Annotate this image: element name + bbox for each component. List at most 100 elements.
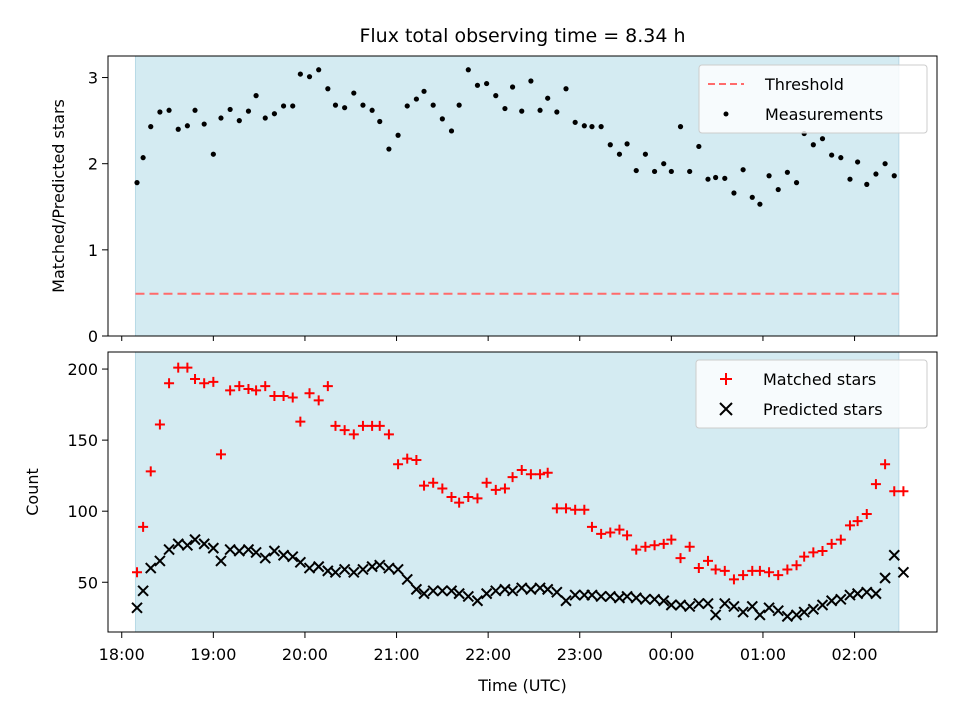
matched-star-point [499, 483, 510, 494]
measurement-point [474, 82, 481, 88]
measurement-point [134, 180, 140, 186]
matched-star-point [649, 540, 660, 551]
predicted-star-point [560, 595, 572, 607]
legend-matched-label: Matched stars [763, 370, 876, 389]
matched-star-point [454, 497, 465, 508]
matched-star-point [481, 477, 492, 488]
ratio-legend: Threshold Measurements [698, 64, 928, 134]
ratio-y-axis-label: Matched/Predicted stars [49, 99, 68, 293]
predicted-star-point [392, 563, 404, 576]
measurement-point [668, 168, 674, 175]
measurement-point [448, 128, 455, 134]
measurement-point [705, 176, 711, 182]
legend-predicted-swatch [719, 402, 733, 416]
measurement-point [793, 180, 800, 186]
x-tick-label: 23:00 [557, 645, 603, 664]
predicted-star-point [145, 562, 157, 574]
measurement-point [456, 102, 462, 108]
measurement-point [528, 78, 534, 84]
predicted-star-point [541, 583, 554, 596]
matched-star-point [551, 503, 562, 514]
measurement-point [369, 107, 375, 113]
measurement-point [157, 109, 163, 115]
matched-star-point [596, 528, 607, 539]
predicted-star-point [888, 549, 900, 561]
predicted-star-point [427, 585, 439, 597]
matched-star-point [880, 459, 891, 470]
measurement-point [227, 106, 233, 113]
predicted-star-point [621, 590, 633, 603]
matched-star-point [570, 504, 581, 515]
predicted-star-point [224, 543, 236, 556]
matched-star-point [852, 516, 863, 527]
matched-star-point [898, 486, 909, 497]
predicted-star-point [658, 595, 670, 607]
predicted-star-point [683, 600, 696, 613]
matched-star-point [764, 567, 775, 578]
matched-star-point [330, 420, 341, 431]
matched-star-point [507, 472, 518, 483]
matched-star-point [437, 483, 448, 494]
matched-star-point [614, 524, 625, 535]
measurement-point [386, 146, 392, 152]
matched-star-point [542, 467, 553, 478]
measurement-point [696, 143, 702, 150]
matched-star-point [190, 374, 201, 385]
measurement-point [642, 151, 648, 157]
measurement-point [687, 168, 693, 175]
predicted-star-point [719, 597, 731, 610]
ratio-y-tick-label: 1 [88, 241, 98, 260]
predicted-star-point [879, 572, 891, 584]
matched-star-point [287, 392, 298, 403]
predicted-star-point [207, 542, 220, 554]
predicted-star-point [648, 593, 661, 606]
measurement-point [184, 123, 190, 129]
measurement-point [607, 142, 613, 148]
matched-star-point [154, 419, 165, 430]
matched-star-point [861, 509, 872, 520]
predicted-star-point [595, 590, 607, 603]
predicted-star-point [490, 585, 502, 597]
matched-star-point [702, 555, 713, 566]
measurement-point [882, 161, 888, 167]
count-y-tick-label: 150 [67, 431, 98, 450]
measurement-point [218, 115, 224, 121]
predicted-star-point [277, 549, 290, 561]
predicted-star-point [163, 543, 175, 556]
matched-star-point [208, 376, 219, 387]
matched-star-point [516, 464, 527, 475]
matched-star-point [782, 564, 793, 575]
matched-star-point [234, 381, 245, 392]
predicted-star-point [137, 585, 149, 597]
measurement-point [554, 109, 560, 115]
measurement-point [633, 167, 639, 174]
predicted-star-point [374, 559, 386, 571]
matched-star-point [348, 429, 359, 440]
measurement-point [439, 116, 445, 122]
measurement-point [377, 118, 383, 125]
predicted-star-point [303, 562, 316, 574]
predicted-star-point [154, 555, 166, 567]
predicted-star-point [569, 589, 581, 601]
measurement-point [245, 108, 252, 114]
matched-star-point [374, 420, 385, 431]
ratio-legend-box [698, 64, 928, 134]
predicted-star-point [807, 603, 820, 615]
predicted-star-point [338, 563, 351, 576]
predicted-star-point [383, 562, 395, 574]
matched-star-point [383, 429, 394, 440]
predicted-star-point [436, 585, 449, 597]
measurement-point [253, 93, 259, 99]
count-y-axis-label: Count [23, 468, 42, 516]
measurement-point [306, 74, 313, 80]
measurement-point [891, 173, 897, 179]
count-legend: Matched stars Predicted stars [695, 359, 928, 429]
measurement-point [192, 107, 198, 113]
measurement-point [864, 181, 870, 187]
measurement-point [271, 111, 278, 117]
predicted-star-point [329, 566, 342, 579]
measurement-point [731, 190, 737, 196]
measurement-point [581, 123, 587, 129]
matched-star-point [605, 527, 616, 538]
matched-star-point [640, 541, 651, 552]
